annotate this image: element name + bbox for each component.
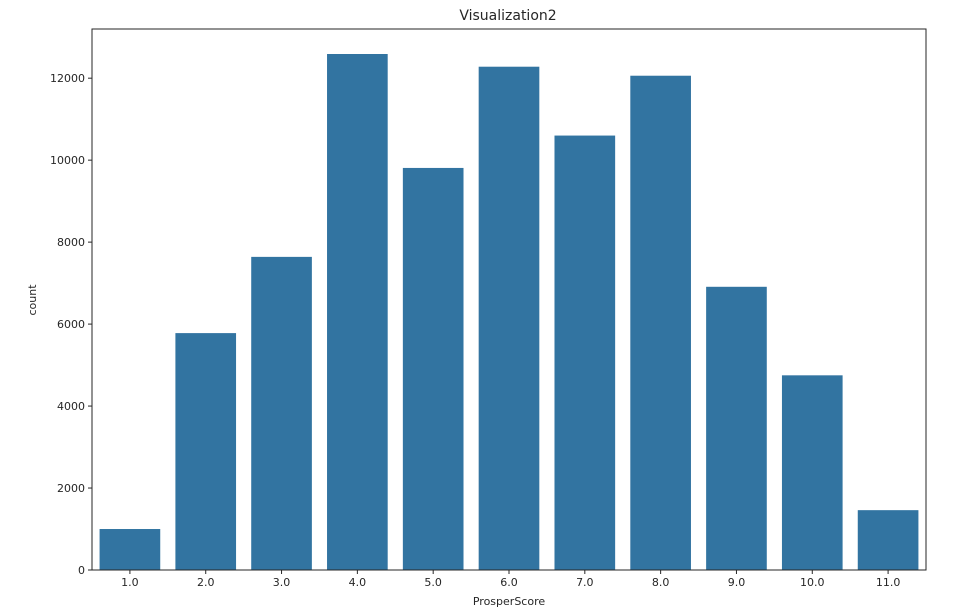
y-tick-label: 2000 xyxy=(57,482,85,495)
bar-11.0 xyxy=(857,510,919,570)
bar-1.0 xyxy=(99,529,161,570)
x-tick-label: 1.0 xyxy=(121,576,139,589)
x-tick-label: 8.0 xyxy=(652,576,670,589)
y-tick-label: 6000 xyxy=(57,318,85,331)
x-axis-label: ProsperScore xyxy=(473,595,545,608)
bar-3.0 xyxy=(251,256,312,570)
bar-4.0 xyxy=(327,54,388,571)
chart-title: Visualization2 xyxy=(459,8,556,24)
bar-9.0 xyxy=(706,286,767,570)
y-axis-ticks: 0 2000 4000 6000 8000 10000 12000 xyxy=(50,72,92,577)
x-tick-label: 4.0 xyxy=(349,576,367,589)
y-axis-label: count xyxy=(26,284,39,316)
x-tick-label: 5.0 xyxy=(424,576,442,589)
bar-2.0 xyxy=(175,333,237,570)
y-tick-label: 4000 xyxy=(57,400,85,413)
x-tick-label: 9.0 xyxy=(728,576,746,589)
y-tick-label: 8000 xyxy=(57,236,85,249)
x-tick-label: 6.0 xyxy=(500,576,518,589)
x-tick-label: 7.0 xyxy=(576,576,594,589)
y-tick-label: 10000 xyxy=(50,154,85,167)
bar-5.0 xyxy=(402,167,464,570)
plot-frame xyxy=(91,28,927,571)
y-tick-label: 0 xyxy=(78,564,85,577)
x-tick-label: 2.0 xyxy=(197,576,215,589)
x-tick-label: 3.0 xyxy=(273,576,291,589)
bar-8.0 xyxy=(630,75,691,571)
bar-7.0 xyxy=(554,135,616,570)
x-tick-label: 11.0 xyxy=(876,576,901,589)
bars-group xyxy=(99,54,919,571)
y-tick-label: 12000 xyxy=(50,72,85,85)
x-axis-ticks: 1.0 2.0 3.0 4.0 5.0 6.0 7.0 8.0 9.0 10.0 11.0 xyxy=(121,570,900,589)
x-tick-label: 10.0 xyxy=(800,576,825,589)
bar-10.0 xyxy=(781,375,843,570)
bar-6.0 xyxy=(478,66,540,571)
